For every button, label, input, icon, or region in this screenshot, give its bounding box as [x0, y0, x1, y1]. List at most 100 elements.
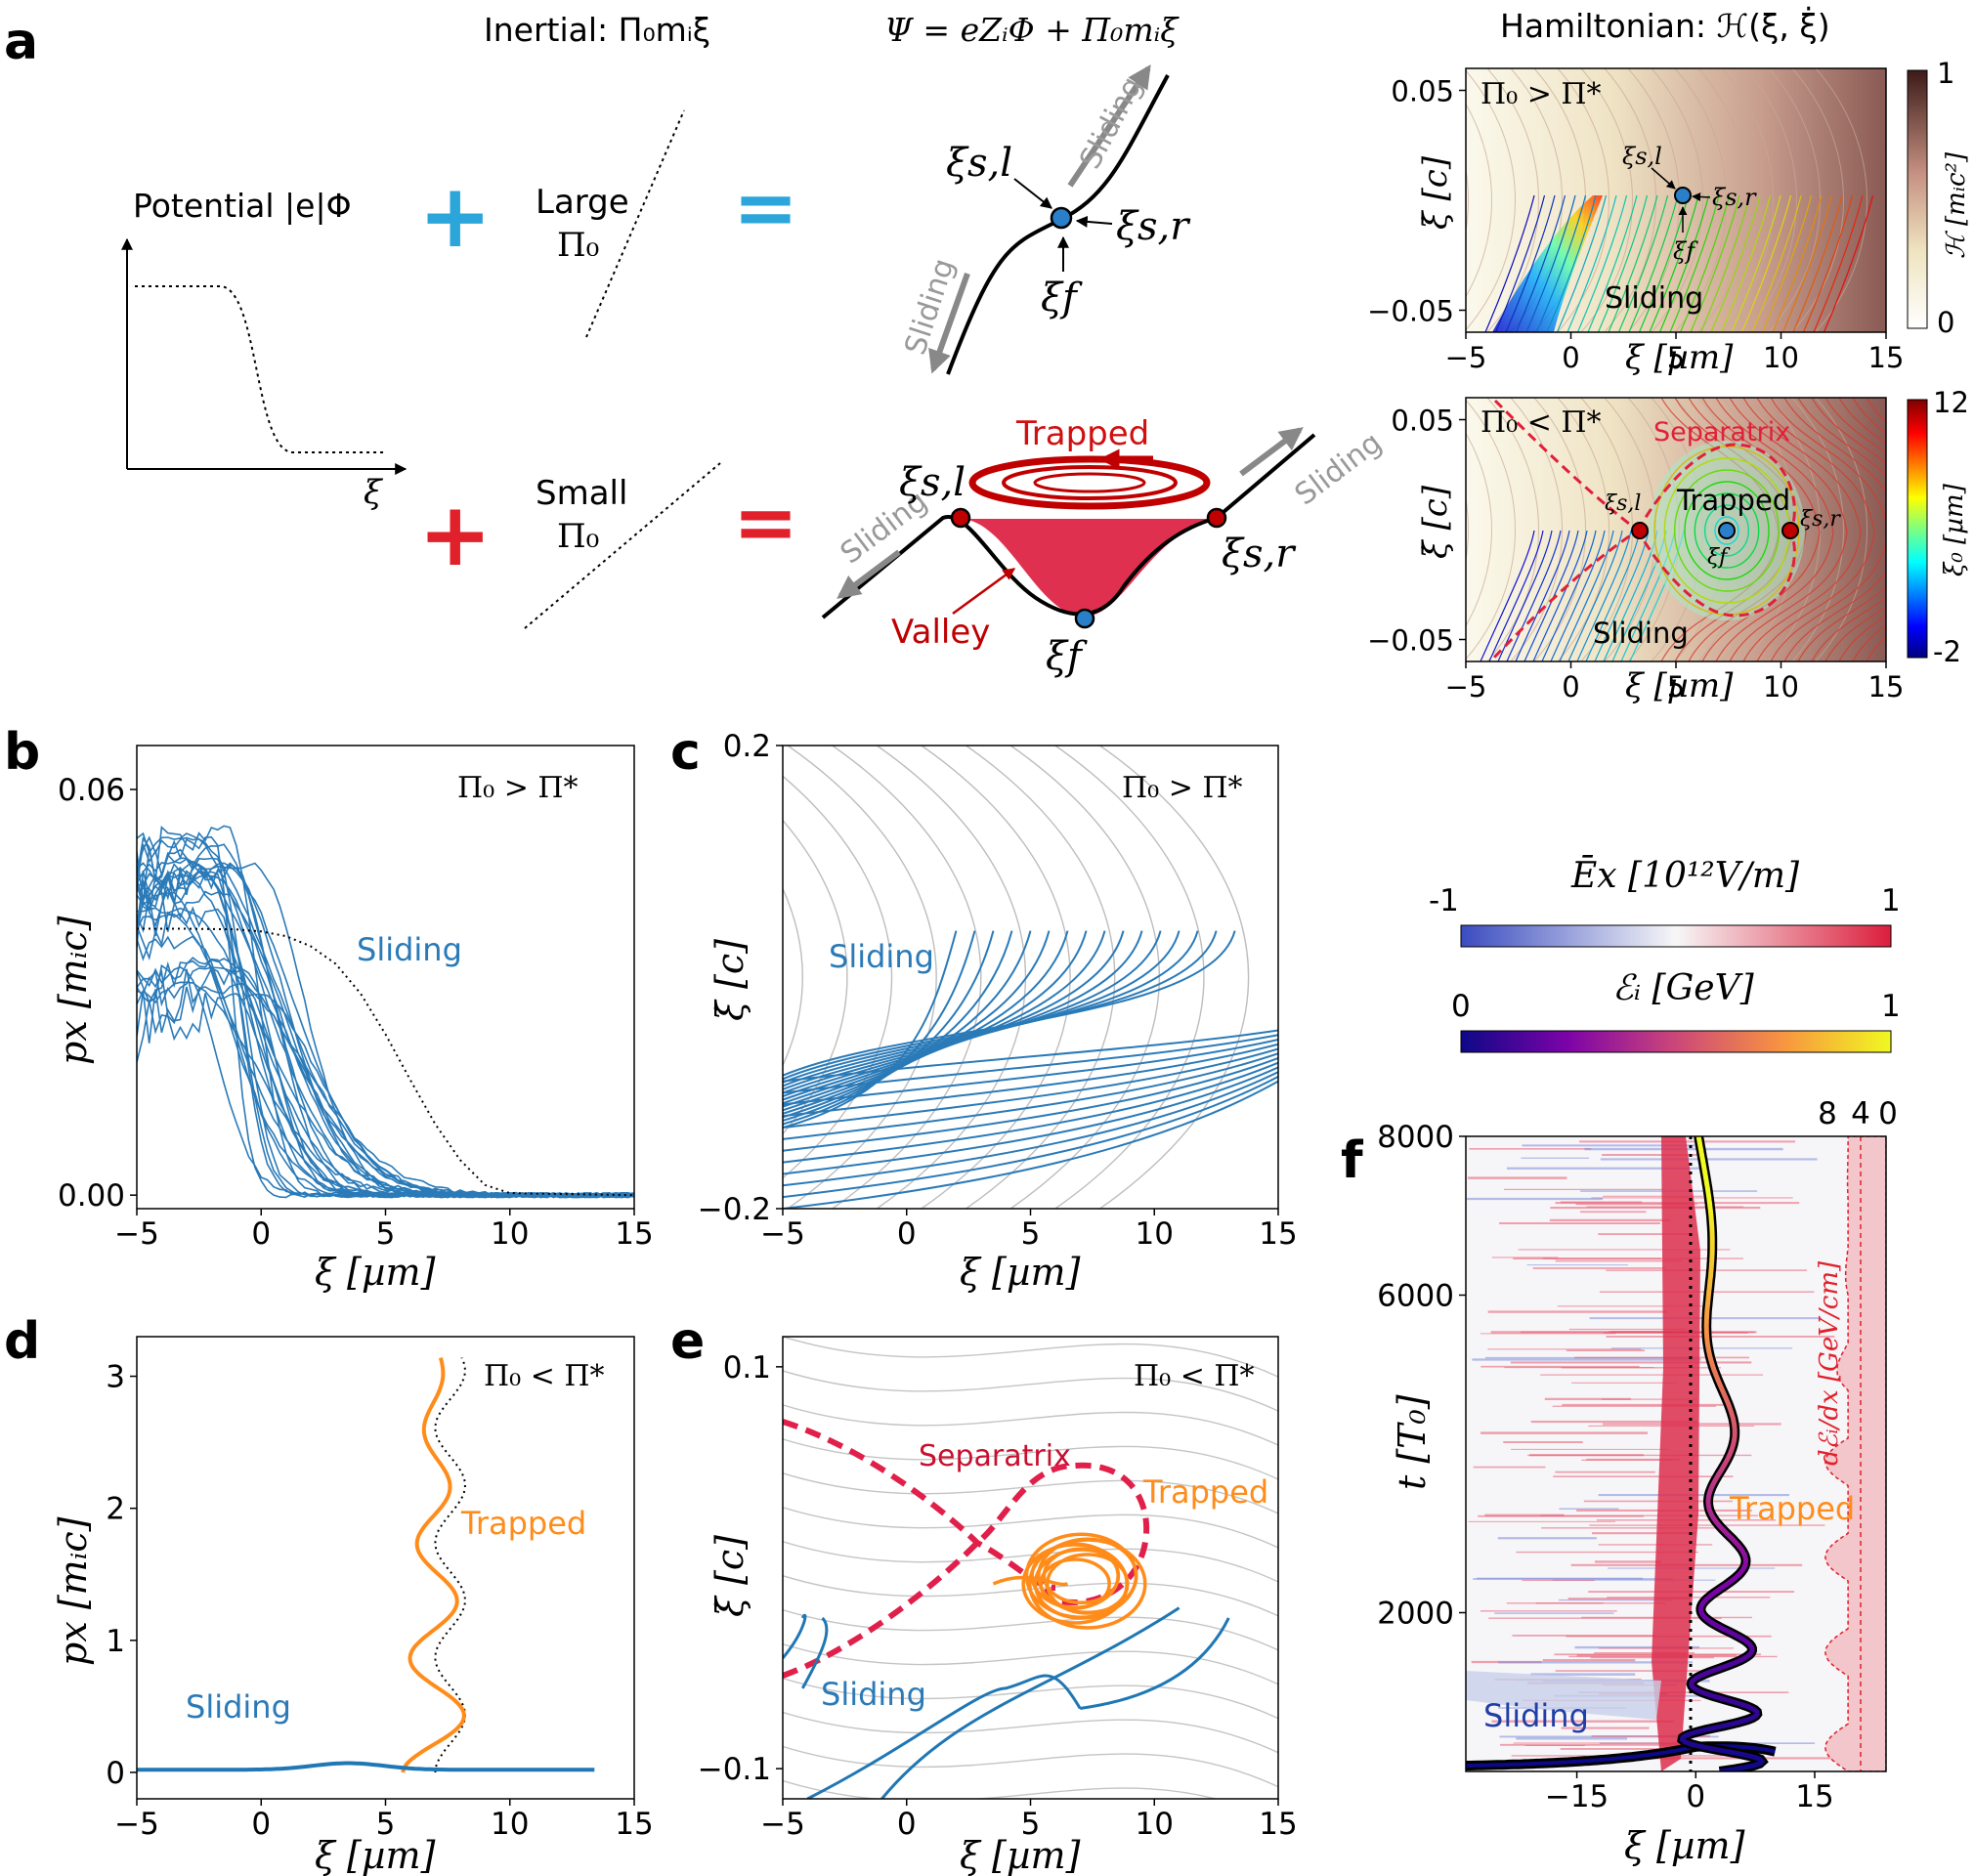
ham-bottom-trapped-orbit — [1684, 481, 1770, 580]
c-sliding-trajectory — [783, 1061, 1278, 1164]
c-sliding-trajectory — [783, 1080, 1278, 1209]
b-condition: Π₀ > Π* — [457, 771, 579, 805]
sliding-label-top-left: Sliding — [898, 254, 962, 359]
large-pi0: Π₀ — [557, 226, 599, 265]
ham-bottom-contour — [1466, 496, 1469, 563]
panel-label-f: f — [1341, 1131, 1364, 1190]
sliding-label-bottom-right: Sliding — [1289, 426, 1389, 513]
d-xlabel: ξ [µm] — [315, 1834, 436, 1876]
ham-top-contour — [1815, 68, 1867, 332]
c-sliding-trajectory — [783, 1034, 1278, 1094]
ham-top-trajectory — [1813, 194, 1864, 332]
e-sliding-trajectory — [880, 1606, 1180, 1799]
ham-top-trajectory — [1505, 194, 1556, 332]
ham-bottom-outer-trajectory — [1797, 398, 1886, 661]
f-sliding-label: Sliding — [1483, 1697, 1589, 1734]
ham-top-trajectory — [1546, 194, 1597, 332]
ham-top-trajectory — [1669, 194, 1720, 332]
e-xlabel: ξ [µm] — [960, 1834, 1081, 1876]
panel-b-plot — [136, 745, 635, 1210]
e-xtick-label: 15 — [1259, 1807, 1297, 1842]
b-xtick-label: 0 — [251, 1216, 271, 1252]
e-hamiltonian-contour — [783, 1745, 1278, 1788]
ham-bottom-contour — [1533, 398, 1586, 661]
ham-top-trajectory — [1587, 194, 1638, 332]
b-sliding-label: Sliding — [357, 931, 462, 968]
b-xtick-label: 5 — [376, 1216, 396, 1252]
c-sliding-trajectory — [783, 1052, 1278, 1140]
ham-bottom-contour — [1510, 398, 1563, 661]
saddle-right — [1206, 507, 1227, 529]
e-trapped-tail — [992, 1575, 1069, 1587]
e-sliding-trajectory — [1079, 1617, 1230, 1710]
ham-top-trajectory — [1731, 194, 1781, 332]
c-hamiltonian-contour — [787, 746, 937, 1209]
ham-top-xi-f: ξf — [1673, 237, 1698, 265]
e-hamiltonian-contour — [783, 1711, 1278, 1754]
sliding-arrow-bottom-left — [837, 549, 901, 599]
c-ylabel: ξ̇ [c] — [708, 939, 751, 1021]
c-sliding-trajectory — [783, 1076, 1278, 1199]
c-xlabel: ξ [µm] — [960, 1251, 1081, 1294]
b-xlabel: ξ [µm] — [315, 1251, 436, 1294]
ham-bottom-xtick-label: 15 — [1868, 670, 1905, 704]
ham-bottom-ytick-label: 0.05 — [1391, 405, 1454, 438]
b-trajectory — [137, 862, 634, 1198]
ham-bottom-cb-tick-max: 12 — [1933, 386, 1969, 419]
panel-label-e: e — [670, 1312, 705, 1371]
ham-bottom-sliding-trajectory — [1567, 530, 1623, 661]
ham-bottom-outer-trajectory — [1742, 398, 1862, 661]
f-right-label: dℰᵢ/dx [GeV/cm] — [1815, 1260, 1844, 1466]
b-trajectory — [137, 958, 634, 1199]
ham-bottom-separatrix: Separatrix — [1653, 417, 1790, 448]
equals-top: = — [733, 162, 798, 253]
ham-top-xtick-label: 10 — [1763, 341, 1799, 374]
c-xtick-label: 5 — [1021, 1216, 1041, 1252]
c-sliding-trajectory — [783, 1043, 1278, 1118]
ham-bottom-contour — [1791, 398, 1844, 661]
ham-bottom-trapped-orbit — [1694, 492, 1760, 569]
ham-bottom-xi-f: ξf — [1707, 545, 1731, 570]
d-condition: Π₀ < Π* — [484, 1359, 605, 1393]
valley-arrow — [952, 567, 1016, 616]
ham-top-contour — [1580, 68, 1633, 332]
ham-top-trajectory — [1761, 194, 1813, 332]
e-trapped-orbit — [1021, 1543, 1129, 1625]
ham-bottom-trapped: Trapped — [1676, 484, 1790, 517]
sliding-label-top-right: Sliding — [1073, 71, 1149, 175]
ham-top-contour — [1466, 69, 1516, 331]
ham-bottom-contour — [1768, 398, 1821, 661]
ham-top-xtick-label: 0 — [1562, 341, 1579, 374]
ham-bottom-xtick-label: 10 — [1763, 670, 1799, 704]
e-separatrix-label: Separatrix — [919, 1439, 1071, 1473]
ham-top-trajectory — [1494, 194, 1546, 332]
ham-bottom-sliding-trajectory — [1497, 530, 1553, 661]
ham-bottom-condition: Π₀ < Π* — [1480, 405, 1602, 440]
c-sliding-trajectory — [783, 1039, 1278, 1106]
b-xtick-label: 15 — [615, 1216, 653, 1252]
small-pi0: Π₀ — [557, 517, 599, 556]
ham-top-sliding: Sliding — [1605, 281, 1703, 316]
e-xtick-label: −5 — [760, 1807, 805, 1842]
ham-bottom-trapped-orbit — [1703, 504, 1750, 557]
ham-bottom-contour — [1486, 398, 1539, 661]
b-ytick-label: 0.00 — [58, 1178, 125, 1214]
ham-bottom-outer-trajectory — [1770, 398, 1886, 661]
d-xtick-label: −5 — [114, 1807, 159, 1842]
b-trajectory — [137, 966, 634, 1199]
ham-bottom-sliding-trajectory — [1550, 530, 1606, 661]
c-sliding-trajectory — [783, 1057, 1278, 1152]
ham-top-trajectory — [1535, 194, 1587, 332]
top-xi-sl-arrow — [1013, 178, 1052, 209]
ham-bottom-trapped-orbit — [1673, 469, 1781, 592]
e-sliding-trajectory — [800, 1616, 829, 1689]
e-hamiltonian-contour — [783, 1472, 1278, 1514]
ham-bottom-saddle-left — [1631, 522, 1649, 539]
small-slope-line — [524, 462, 721, 629]
ham-top-contour — [1466, 167, 1469, 234]
ham-top-trajectory — [1792, 194, 1843, 332]
d-sliding-label: Sliding — [186, 1688, 291, 1726]
c-xtick-label: 0 — [897, 1216, 917, 1252]
ham-top-trajectory — [1525, 194, 1576, 332]
ham-top-xi-sr: ξs,r — [1712, 184, 1757, 211]
